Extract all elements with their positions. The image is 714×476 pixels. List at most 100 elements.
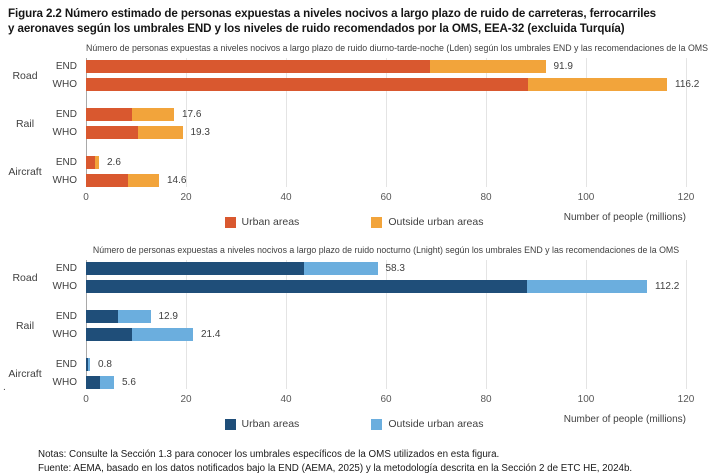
bar-stack [86,60,686,74]
bar-group-aircraft: Aircraft END 0.8 WHO 5.6 [8,358,686,390]
bar-stack [86,376,686,390]
bar-row-aircraft-who: WHO 5.6 [53,376,686,390]
bar-segment-outside-urban-areas [100,376,114,390]
gridline [186,260,187,390]
bar-row-road-end: END 91.9 [56,60,686,74]
gridline [686,58,687,188]
bar-stack [86,280,686,294]
bar-segment-urban-areas [86,262,304,276]
x-tick-label: 20 [180,192,192,204]
gridline [386,58,387,188]
bar-segment-outside-urban-areas [118,310,151,324]
bar-stack [86,262,686,276]
gridline [586,260,587,390]
x-tick-label: 40 [280,192,292,204]
bar-segment-outside-urban-areas [132,108,174,122]
stray-mark: . [3,382,6,393]
bar-segment-urban-areas [86,60,430,74]
legend: Urban areas Outside urban areas [54,216,654,228]
legend-label: Urban areas [241,418,300,431]
row-label: WHO [52,127,77,139]
bar-row-road-end: END 58.3 [56,262,686,276]
value-label: 12.9 [158,311,178,323]
gridline [286,260,287,390]
value-label: 14.6 [167,175,187,187]
row-label: END [55,263,77,275]
bar-segment-urban-areas [86,126,138,140]
category-label: Aircraft [8,367,42,380]
bar-segment-urban-areas [86,358,88,372]
gridline [486,58,487,188]
chart-subtitle: Número de personas expuestas a niveles n… [92,245,680,256]
bar-stack [86,108,686,122]
source-line: Fuente: AEMA, basado en los datos notifi… [38,462,633,474]
bar-stack [86,156,686,170]
bar-segment-urban-areas [86,174,128,188]
legend-item-outside-urban-areas: Outside urban areas [371,216,483,228]
gridline [186,58,187,188]
category-label: Rail [15,319,35,332]
notes-line: Notas: Consulte la Sección 1.3 para cono… [38,449,500,461]
category-label: Aircraft [8,165,42,178]
x-axis-title: Number of people (millions) [563,414,686,426]
row-label: WHO [52,281,77,293]
bar-segment-urban-areas [86,108,132,122]
value-label: 58.3 [385,263,405,275]
x-axis-ticks: 0 20 40 60 80 100 120 [83,192,694,205]
category-label: Road [12,69,38,82]
bar-segment-urban-areas [86,78,528,92]
legend-item-urban-areas: Urban areas [224,216,300,229]
bar-group-aircraft: Aircraft END 2.6 WHO 14.6 [8,156,686,188]
legend-swatch-urban-areas [224,418,236,430]
gridline [386,260,387,390]
plot-area: Road END 91.9 WHO 116.2 Rail END 17.6 WHO 19.3 Air… [8,58,699,188]
figure-notes: Notas: Consulte la Sección 1.3 para cono… [38,448,704,475]
x-tick-label: 100 [577,394,595,406]
bar-stack [86,328,686,342]
figure-title: Figura 2.2 Número estimado de personas e… [8,7,657,36]
bar-row-rail-who: WHO 19.3 [53,126,686,140]
legend-label: Urban areas [241,216,300,229]
value-label: 112.2 [655,281,680,293]
row-label: END [55,311,77,323]
row-label: WHO [52,329,77,341]
bar-row-aircraft-end: END 0.8 [56,358,686,372]
bar-segment-urban-areas [86,328,132,342]
x-tick-label: 120 [677,394,695,406]
bar-segment-outside-urban-areas [128,174,159,188]
bar-segment-outside-urban-areas [95,156,99,170]
plot-area: Road END 58.3 WHO 112.2 Rail END 12.9 WHO 21.4 Air… [8,260,687,390]
value-label: 0.8 [98,359,112,371]
bar-segment-outside-urban-areas [132,328,193,342]
bar-segment-outside-urban-areas [304,262,378,276]
gridline [486,260,487,390]
value-label: 17.6 [182,109,202,121]
bar-segment-outside-urban-areas [430,60,546,74]
bar-group-rail: Rail END 12.9 WHO 21.4 [16,310,686,342]
bar-row-rail-end: END 17.6 [56,108,686,122]
x-axis-ticks: 0 20 40 60 80 100 120 [83,394,694,407]
value-label: 21.4 [201,329,221,341]
gridline [586,58,587,188]
category-label: Rail [15,117,35,130]
bar-segment-outside-urban-areas [87,358,90,372]
bar-segment-outside-urban-areas [528,78,667,92]
bar-segment-outside-urban-areas [527,280,647,294]
bar-stack [86,358,686,372]
gridline [286,58,287,188]
legend-label: Outside urban areas [388,418,484,431]
x-tick-label: 120 [677,192,695,204]
x-tick-label: 80 [480,394,492,406]
x-tick-label: 60 [380,394,392,406]
value-label: 5.6 [122,377,136,389]
x-tick-label: 0 [83,192,89,204]
bar-segment-urban-areas [86,156,96,170]
bar-segment-outside-urban-areas [138,126,183,140]
value-label: 116.2 [675,79,700,91]
bar-row-rail-end: END 12.9 [56,310,686,324]
legend-item-urban-areas: Urban areas [224,418,300,431]
bar-segment-urban-areas [86,310,118,324]
legend-swatch-urban-areas [224,216,236,228]
row-label: END [55,157,77,169]
